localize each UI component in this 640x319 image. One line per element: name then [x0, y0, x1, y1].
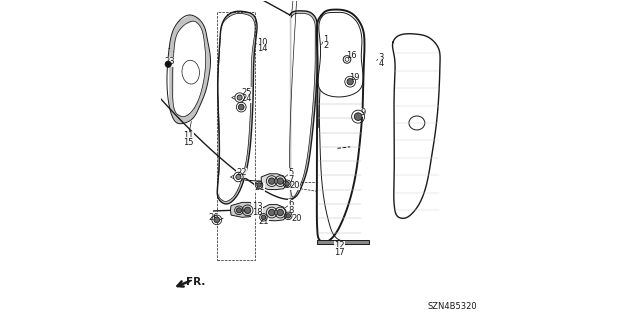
Text: 1: 1 — [323, 35, 328, 44]
Polygon shape — [261, 204, 286, 221]
Text: 4: 4 — [378, 59, 383, 68]
Text: 22: 22 — [236, 168, 246, 177]
Text: 13: 13 — [252, 202, 262, 211]
Text: 21: 21 — [255, 183, 265, 192]
Text: 7: 7 — [288, 175, 294, 184]
Text: 24: 24 — [241, 94, 252, 103]
Text: 8: 8 — [288, 206, 294, 215]
Text: 18: 18 — [252, 208, 262, 217]
Text: 23: 23 — [164, 57, 175, 66]
Text: 26: 26 — [208, 213, 219, 222]
Text: 10: 10 — [257, 38, 268, 47]
Circle shape — [347, 78, 353, 85]
Circle shape — [269, 178, 275, 184]
Circle shape — [261, 215, 266, 219]
Polygon shape — [169, 15, 211, 123]
Text: 2: 2 — [323, 41, 328, 50]
Text: 20: 20 — [289, 181, 300, 190]
Text: 9: 9 — [360, 108, 365, 117]
Circle shape — [214, 217, 220, 223]
Circle shape — [355, 113, 362, 121]
Text: 19: 19 — [349, 73, 360, 82]
Polygon shape — [261, 174, 286, 190]
Text: 5: 5 — [288, 168, 293, 177]
Text: SZN4B5320: SZN4B5320 — [428, 302, 477, 311]
Circle shape — [277, 178, 284, 184]
Bar — [217, 12, 255, 260]
Text: 20: 20 — [292, 214, 302, 223]
Circle shape — [269, 209, 275, 216]
Circle shape — [238, 104, 244, 110]
Polygon shape — [290, 11, 317, 199]
Text: 6: 6 — [288, 199, 294, 208]
Text: 12: 12 — [335, 241, 345, 250]
Circle shape — [286, 214, 291, 218]
Circle shape — [257, 183, 261, 187]
Text: 14: 14 — [257, 44, 268, 54]
Text: 21: 21 — [258, 217, 269, 226]
Text: 11: 11 — [183, 131, 193, 140]
Circle shape — [236, 174, 241, 180]
Circle shape — [237, 95, 242, 100]
Circle shape — [165, 61, 172, 67]
Text: 25: 25 — [241, 88, 252, 97]
Polygon shape — [230, 202, 256, 217]
Text: 16: 16 — [346, 51, 356, 60]
Text: 15: 15 — [183, 137, 193, 146]
Circle shape — [277, 209, 284, 216]
Circle shape — [244, 207, 251, 213]
Bar — [317, 241, 369, 244]
Text: 3: 3 — [378, 53, 383, 62]
Text: 17: 17 — [334, 248, 345, 257]
Text: FR.: FR. — [186, 277, 205, 287]
Circle shape — [285, 182, 289, 186]
Circle shape — [236, 208, 241, 213]
Polygon shape — [218, 12, 257, 204]
